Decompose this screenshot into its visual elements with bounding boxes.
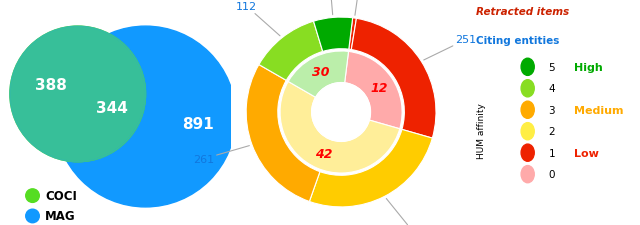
Text: 388: 388	[35, 78, 67, 93]
Circle shape	[10, 27, 145, 162]
Wedge shape	[246, 65, 320, 202]
Text: 1: 1	[548, 148, 555, 158]
Text: MAG: MAG	[45, 209, 76, 223]
Text: Retracted items: Retracted items	[476, 7, 569, 17]
Text: 30: 30	[312, 66, 330, 79]
Circle shape	[312, 83, 371, 142]
Text: Citing entities: Citing entities	[476, 36, 559, 46]
Circle shape	[521, 123, 534, 140]
Wedge shape	[280, 82, 400, 173]
Text: 0: 0	[548, 169, 555, 179]
Text: Medium: Medium	[574, 105, 624, 115]
Circle shape	[521, 166, 534, 183]
Text: 5: 5	[548, 63, 555, 72]
Circle shape	[521, 144, 534, 162]
Text: 261: 261	[193, 146, 250, 164]
Text: 12: 12	[370, 81, 387, 94]
Text: 4: 4	[548, 84, 555, 94]
Circle shape	[10, 27, 145, 162]
Text: 112: 112	[236, 2, 280, 37]
Text: 6: 6	[355, 0, 364, 16]
Text: 3: 3	[548, 105, 555, 115]
Text: COCI: COCI	[45, 189, 77, 202]
Wedge shape	[288, 52, 349, 98]
Text: HUM affinity: HUM affinity	[477, 103, 486, 158]
Circle shape	[26, 209, 39, 223]
Text: 891: 891	[182, 116, 213, 131]
Wedge shape	[259, 22, 323, 81]
Text: High: High	[574, 63, 603, 72]
Text: 243: 243	[387, 199, 424, 225]
Wedge shape	[351, 19, 436, 138]
Circle shape	[521, 59, 534, 76]
Wedge shape	[309, 130, 433, 207]
Text: 2: 2	[548, 127, 555, 137]
Text: 251: 251	[424, 35, 477, 61]
Text: 62: 62	[323, 0, 337, 16]
Circle shape	[521, 102, 534, 119]
Circle shape	[26, 189, 39, 202]
Text: 344: 344	[96, 101, 127, 115]
Wedge shape	[314, 18, 353, 52]
Wedge shape	[349, 19, 356, 50]
Text: 42: 42	[315, 147, 332, 160]
Circle shape	[55, 27, 236, 207]
Wedge shape	[345, 52, 402, 129]
Text: Low: Low	[574, 148, 599, 158]
Circle shape	[521, 80, 534, 97]
